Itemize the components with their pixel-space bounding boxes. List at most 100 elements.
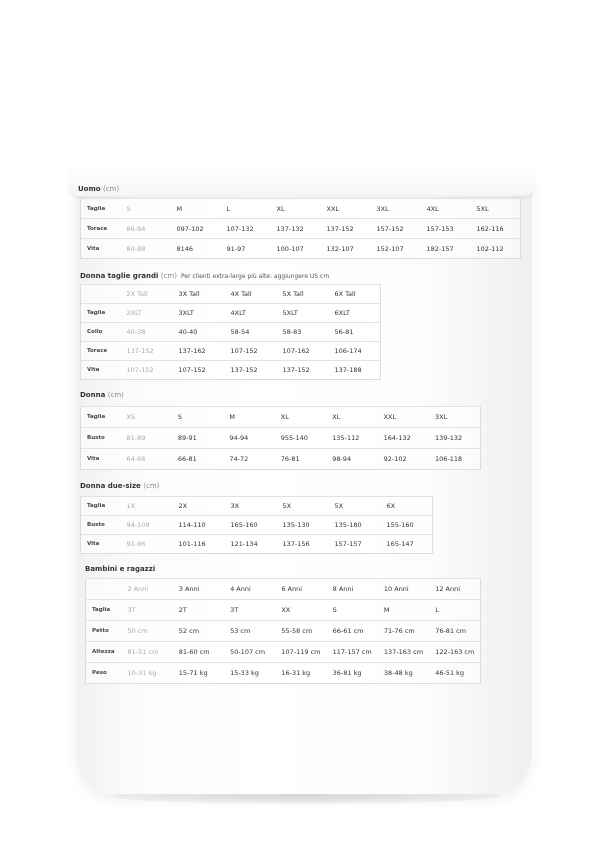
table-cell: 137-152 xyxy=(120,341,173,361)
table-cell: S xyxy=(326,599,378,621)
table-cell: 106-118 xyxy=(429,448,481,470)
table-cell: 3X Tall xyxy=(172,284,225,304)
table-cell: XXL xyxy=(320,198,371,219)
table-cell: 89-91 xyxy=(171,427,224,449)
table-cell: M xyxy=(377,599,430,621)
table-row: Busto 94-109 114-110 165-160 135-130 135-180 1… xyxy=(80,515,433,535)
table-cell: 58-83 xyxy=(276,322,329,342)
section-title: Donna (cm) xyxy=(80,391,124,399)
table-cell: 4X Tall xyxy=(224,284,277,304)
section-unit: (cm) xyxy=(160,272,177,280)
table-cell: 2X Tall xyxy=(120,284,173,304)
table-cell: 12 Anni xyxy=(429,578,481,600)
table-cell: 137-162 xyxy=(172,341,225,361)
table-cell: 097-102 xyxy=(170,218,221,239)
table-cell: 137-163 cm xyxy=(377,641,430,663)
table-cell: 92-102 xyxy=(377,448,430,470)
table-cell: M xyxy=(223,406,275,428)
table-cell: 3XL xyxy=(429,406,481,428)
table-cell: 81-60 cm xyxy=(172,641,225,663)
table-cell: 36-81 kg xyxy=(326,662,378,684)
section-title: Bambini e ragazzi xyxy=(85,565,155,573)
table-cell: 137-156 xyxy=(276,534,329,554)
section-title: Uomo (cm) xyxy=(78,185,119,193)
row-label: Torace xyxy=(80,218,121,239)
table-row: Vita 107-152 107-152 137-152 137-152 137-188 xyxy=(80,360,381,380)
table-row: Collo 40-38 40-40 58-54 58-83 56-81 xyxy=(80,322,381,342)
table-cell: 53 cm xyxy=(224,620,276,642)
table-cell: 50 cm xyxy=(121,620,173,642)
table-cell: 66-81 xyxy=(171,448,224,470)
table-row: Torace 86-94 097-102 107-132 137-132 137-152 1… xyxy=(80,218,521,239)
table-cell: XL xyxy=(274,406,327,428)
table-cell: L xyxy=(220,198,271,219)
table-cell: 2T xyxy=(172,599,225,621)
table-cell: 40-38 xyxy=(120,322,173,342)
row-label: Torace xyxy=(80,341,121,361)
table-cell: 165-160 xyxy=(224,515,277,535)
row-label: Taglia xyxy=(85,599,122,621)
container-lid xyxy=(70,164,534,196)
table-cell: L xyxy=(429,599,481,621)
table-cell: 135-112 xyxy=(326,427,378,449)
table-cell: 137-188 xyxy=(328,360,381,380)
table-cell: S xyxy=(120,198,171,219)
table-cell: XL xyxy=(326,406,378,428)
table-cell: 135-130 xyxy=(276,515,329,535)
table-cell: XX xyxy=(275,599,327,621)
table-cell: 165-147 xyxy=(380,534,433,554)
table-cell: 81-89 xyxy=(120,427,172,449)
row-label: Busto xyxy=(80,515,121,535)
size-table: 2 Anni 3 Anni 4 Anni 6 Anni 8 Anni 10 Anni 12 … xyxy=(85,578,481,684)
table-row: 2 Anni 3 Anni 4 Anni 6 Anni 8 Anni 10 Anni 12 … xyxy=(85,578,481,600)
section-note: Per clienti extra-large più alte: aggiun… xyxy=(180,273,330,280)
table-cell: 94-109 xyxy=(120,515,173,535)
table-cell: 5XL xyxy=(470,198,521,219)
table-cell: 10-31 kg xyxy=(121,662,173,684)
table-cell: 132-107 xyxy=(320,238,371,259)
table-row: Busto 81-89 89-91 94-94 955-140 135-112 164-13… xyxy=(80,427,481,449)
table-cell: 2XLT xyxy=(120,303,173,323)
table-row: Vita 84-88 8146 91-97 100-107 132-107 152-107 1… xyxy=(80,238,521,259)
row-label: Peso xyxy=(85,662,122,684)
table-cell: 71-76 cm xyxy=(377,620,430,642)
row-label: Taglia xyxy=(80,303,121,323)
size-table: Taglia XS S M XL XL XXL 3XL Busto 81-89 89-91 94-94… xyxy=(80,406,481,470)
table-cell: 15-33 kg xyxy=(224,662,276,684)
table-cell: 55-58 cm xyxy=(275,620,327,642)
table-cell: 101-116 xyxy=(172,534,225,554)
table-cell: 3T xyxy=(121,599,173,621)
table-cell: 50-107 cm xyxy=(224,641,276,663)
table-cell: 182-157 xyxy=(420,238,471,259)
section-unit: (cm) xyxy=(107,391,124,399)
table-cell: 91-97 xyxy=(220,238,271,259)
table-cell: 38-48 kg xyxy=(377,662,430,684)
table-row: Vita 64-66 66-81 74-72 76-81 98-94 92-102 106-1… xyxy=(80,448,481,470)
table-cell: 46-51 kg xyxy=(429,662,481,684)
container-body xyxy=(76,178,532,794)
table-cell: 152-107 xyxy=(370,238,421,259)
table-row: Taglia XS S M XL XL XXL 3XL xyxy=(80,406,481,428)
row-label: Vita xyxy=(80,238,121,259)
table-cell: 5XLT xyxy=(276,303,329,323)
table-cell: 58-54 xyxy=(224,322,277,342)
table-cell: 64-66 xyxy=(120,448,172,470)
table-cell: M xyxy=(170,198,221,219)
row-label xyxy=(80,284,121,304)
row-label: Collo xyxy=(80,322,121,342)
row-label: Busto xyxy=(80,427,121,449)
table-cell: 5X Tall xyxy=(276,284,329,304)
table-cell: 84-88 xyxy=(120,238,171,259)
table-cell: 107-152 xyxy=(172,360,225,380)
table-cell: 137-152 xyxy=(276,360,329,380)
table-cell: 157-152 xyxy=(370,218,421,239)
table-row: Taglia S M L XL XXL 3XL 4XL 5XL xyxy=(80,198,521,219)
table-cell: 121-134 xyxy=(224,534,277,554)
table-cell: 8 Anni xyxy=(326,578,378,600)
section-title: Donna taglie grandi (cm) Per clienti extr… xyxy=(80,272,329,280)
table-cell: 6 Anni xyxy=(275,578,327,600)
table-cell: 106-174 xyxy=(328,341,381,361)
table-cell: 117-157 cm xyxy=(326,641,378,663)
table-cell: 52 cm xyxy=(172,620,225,642)
table-cell: 16-31 kg xyxy=(275,662,327,684)
